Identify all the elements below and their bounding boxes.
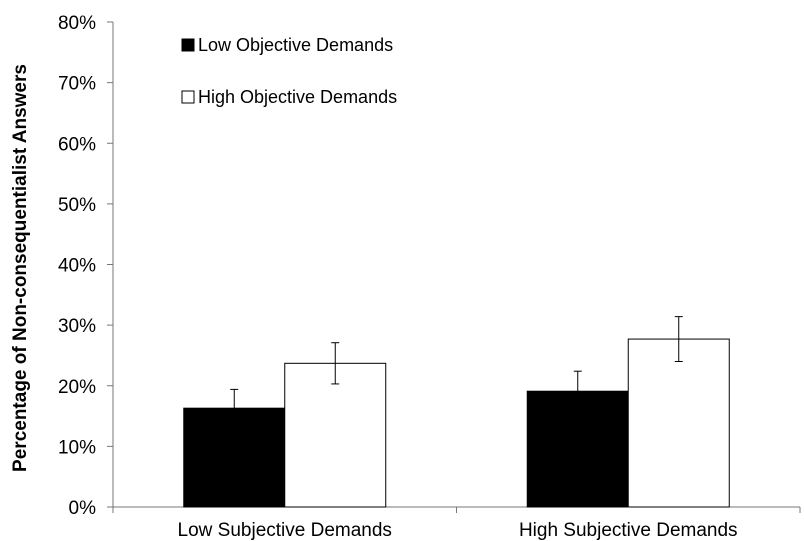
- y-tick-label: 10%: [58, 437, 96, 458]
- y-tick-label: 60%: [58, 134, 96, 155]
- category-label: Low Subjective Demands: [178, 520, 392, 541]
- error-bars: [230, 316, 683, 428]
- legend: Low Objective Demands High Objective Dema…: [181, 35, 397, 107]
- legend-label: Low Objective Demands: [198, 35, 393, 55]
- bars: [183, 338, 730, 508]
- y-tick-label: 0%: [69, 498, 97, 519]
- bar: [284, 362, 387, 508]
- bar: [627, 338, 730, 508]
- y-axis-label: Percentage of Non-consequentialist Answe…: [10, 64, 31, 472]
- legend-swatch: [181, 38, 195, 52]
- y-tick-label: 80%: [58, 13, 96, 34]
- y-tick-label: 30%: [58, 316, 96, 337]
- legend-swatch: [181, 90, 195, 104]
- y-tick-label: 20%: [58, 377, 96, 398]
- category-labels: Low Subjective Demands High Subjective De…: [178, 520, 738, 541]
- y-tick-label: 40%: [58, 256, 96, 277]
- category-label: High Subjective Demands: [519, 520, 738, 541]
- y-tick-label: 70%: [58, 74, 96, 95]
- y-tick-labels: 0% 10% 20% 30% 40% 50% 60% 70% 80%: [58, 13, 96, 519]
- legend-label: High Objective Demands: [198, 87, 397, 107]
- y-tick-label: 50%: [58, 195, 96, 216]
